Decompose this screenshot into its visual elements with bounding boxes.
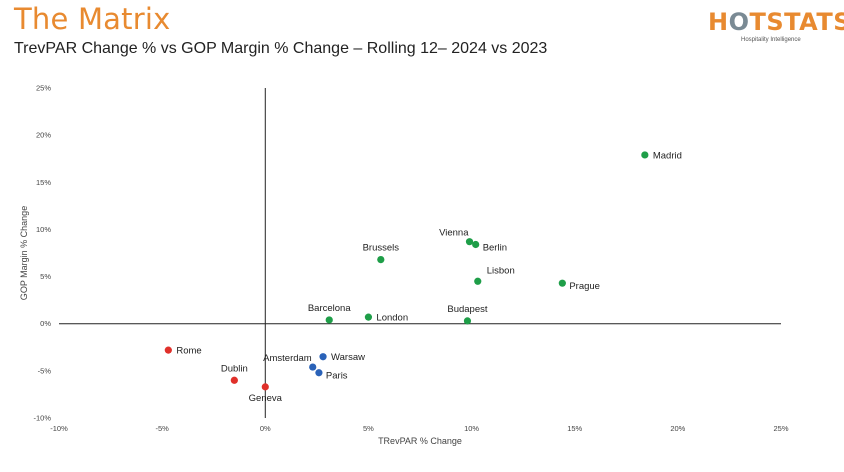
data-point xyxy=(364,313,373,321)
data-label: Warsaw xyxy=(331,352,365,363)
y-tick-label: 0% xyxy=(40,319,51,328)
x-tick-label: 0% xyxy=(260,424,271,433)
x-tick-label: 20% xyxy=(670,424,685,433)
data-label: Dublin xyxy=(221,363,248,374)
y-tick-label: -10% xyxy=(33,414,51,423)
data-point xyxy=(377,256,385,264)
y-tick-label: 20% xyxy=(36,131,51,140)
data-point xyxy=(641,151,649,159)
y-tick-label: 15% xyxy=(36,178,51,187)
y-tick-label: 25% xyxy=(36,84,51,93)
x-tick-label: 10% xyxy=(464,424,479,433)
data-point xyxy=(309,363,317,371)
y-axis-label: GOP Margin % Change xyxy=(19,206,29,300)
data-point xyxy=(315,369,323,377)
x-tick-label: 25% xyxy=(773,424,788,433)
data-label: Berlin xyxy=(483,243,507,254)
data-label: Prague xyxy=(569,281,600,292)
x-tick-label: -5% xyxy=(155,424,169,433)
data-point xyxy=(463,317,472,325)
y-tick-label: 10% xyxy=(36,225,51,234)
data-label: Vienna xyxy=(439,228,469,239)
data-label: Amsterdam xyxy=(263,353,312,364)
page-title: The Matrix xyxy=(14,2,171,36)
data-label: London xyxy=(376,313,408,324)
data-point xyxy=(230,376,238,384)
logo-word-o: O xyxy=(728,8,750,36)
x-axis-label: TRevPAR % Change xyxy=(378,436,462,446)
data-point xyxy=(472,240,480,249)
logo-word-part1: H xyxy=(708,8,729,36)
data-point xyxy=(474,277,482,285)
data-label: Barcelona xyxy=(308,303,351,314)
data-points: Madrid Vienna Berlin Brussels Lisbon Prague Ba… xyxy=(164,150,682,404)
data-point xyxy=(164,346,172,354)
data-label: Madrid xyxy=(653,150,682,161)
data-label: Lisbon xyxy=(487,265,515,276)
x-tick-label: 5% xyxy=(363,424,374,433)
x-tick-label: 15% xyxy=(567,424,582,433)
logo-wordmark: HOTSTATS xyxy=(708,8,844,36)
hotstats-logo: HOTSTATS Hospitality Intelligence xyxy=(708,8,844,48)
data-point xyxy=(465,238,474,246)
data-point xyxy=(261,383,269,391)
data-point xyxy=(319,353,327,361)
y-tick-label: 5% xyxy=(40,272,51,281)
data-point xyxy=(325,316,333,324)
chart-subtitle: TrevPAR Change % vs GOP Margin % Change … xyxy=(14,40,548,57)
data-label: Rome xyxy=(176,346,201,357)
logo-tagline: Hospitality Intelligence xyxy=(741,37,801,43)
data-label: Brussels xyxy=(363,243,400,254)
y-tick-label: -5% xyxy=(38,366,52,375)
data-label: Budapest xyxy=(447,304,488,315)
y-tick-labels: -10% -5% 0% 5% 10% 15% 20% 25% xyxy=(33,84,51,423)
logo-word-part2: TSTATS xyxy=(749,8,844,36)
data-label: Geneva xyxy=(249,393,283,404)
x-tick-labels: -10% -5% 0% 5% 10% 15% 20% 25% xyxy=(50,424,789,433)
data-label: Paris xyxy=(326,371,348,382)
x-tick-label: -10% xyxy=(50,424,68,433)
data-point xyxy=(558,279,566,287)
